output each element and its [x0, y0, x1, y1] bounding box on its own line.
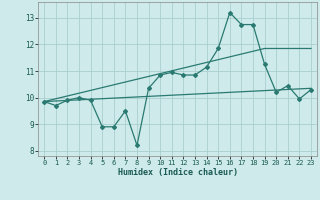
X-axis label: Humidex (Indice chaleur): Humidex (Indice chaleur): [118, 168, 238, 177]
